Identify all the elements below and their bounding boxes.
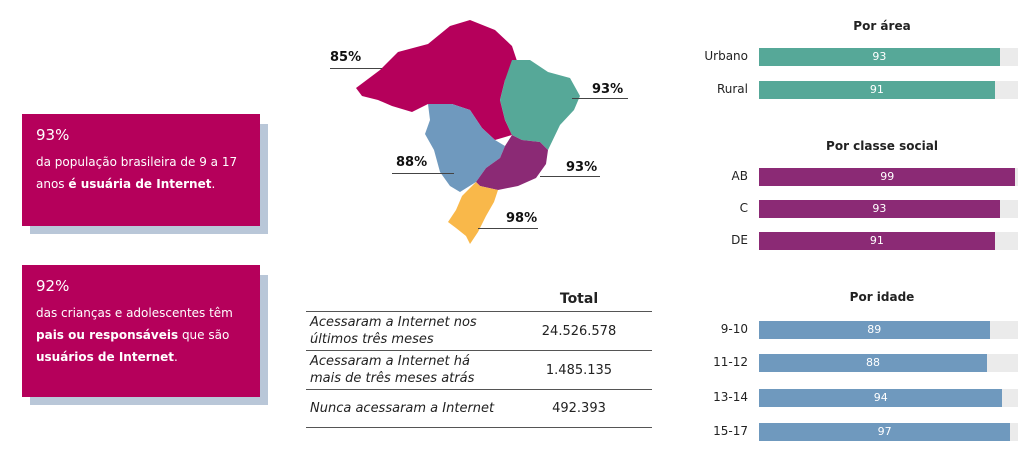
bar-category-label: 15-17 xyxy=(713,424,748,438)
stat-card-parents: 92% das crianças e adolescentes têm pais… xyxy=(22,265,260,397)
table-row: Acessaram a Internet nos últimos três me… xyxy=(306,311,652,351)
table-row: Acessaram a Internet há mais de três mes… xyxy=(306,350,652,390)
map-label-sudeste: 93% xyxy=(566,160,598,175)
bar-row: AB 99 xyxy=(680,168,1020,186)
stat-percent: 92% xyxy=(36,277,70,295)
stat-percent: 93% xyxy=(36,126,70,144)
bar-row: 9-10 89 xyxy=(680,321,1020,339)
map-region-nordeste xyxy=(500,60,580,150)
bar-chart-title: Por área xyxy=(853,19,911,33)
bar-track: 93 xyxy=(759,48,1018,66)
bar-row: Urbano 93 xyxy=(680,48,1020,66)
bar-category-label: 13-14 xyxy=(713,390,748,404)
bar-track: 91 xyxy=(759,81,1018,99)
bar: 91 xyxy=(759,81,995,99)
bar: 97 xyxy=(759,423,1011,441)
map-region-sudeste xyxy=(476,135,548,190)
bar-category-label: DE xyxy=(731,233,748,247)
bar-row: 13-14 94 xyxy=(680,389,1020,407)
table-row-label: Acessaram a Internet há mais de três mes… xyxy=(306,350,506,390)
map-label-sul: 98% xyxy=(506,211,538,226)
bar-track: 88 xyxy=(759,354,1018,372)
map-label-nordeste: 93% xyxy=(592,82,624,97)
bar: 91 xyxy=(759,232,995,250)
bar: 88 xyxy=(759,354,987,372)
bar-category-label: 11-12 xyxy=(713,355,748,369)
bar-chart-title: Por classe social xyxy=(826,139,938,153)
table-row-value: 24.526.578 xyxy=(506,311,652,351)
table-header-total: Total xyxy=(559,291,599,307)
label-leader-line xyxy=(330,68,382,69)
bar-track: 97 xyxy=(759,423,1018,441)
bar-row: DE 91 xyxy=(680,232,1020,250)
table-row: Nunca acessaram a Internet 492.393 xyxy=(306,389,652,428)
bar: 89 xyxy=(759,321,990,339)
bar-category-label: Urbano xyxy=(704,49,748,63)
bar-track: 91 xyxy=(759,232,1018,250)
bar-row: 15-17 97 xyxy=(680,423,1020,441)
totals-table: Total Acessaram a Internet nos últimos t… xyxy=(306,289,652,428)
bar-row: C 93 xyxy=(680,200,1020,218)
bar-track: 89 xyxy=(759,321,1018,339)
bar-category-label: 9-10 xyxy=(720,322,748,336)
bar: 93 xyxy=(759,200,1000,218)
bar-track: 94 xyxy=(759,389,1018,407)
bar-row: 11-12 88 xyxy=(680,354,1020,372)
stat-card-users: 93% da população brasileira de 9 a 17 an… xyxy=(22,114,260,226)
label-leader-line xyxy=(392,173,454,174)
bar-row: Rural 91 xyxy=(680,81,1020,99)
bar-chart-title: Por idade xyxy=(849,290,915,304)
stat-description: da população brasileira de 9 a 17 anos é… xyxy=(36,155,238,191)
bar-track: 99 xyxy=(759,168,1018,186)
label-leader-line xyxy=(540,176,600,177)
map-region-norte xyxy=(356,20,518,140)
bar-category-label: Rural xyxy=(716,82,748,96)
map-region-sul xyxy=(448,182,498,244)
table-row-value: 1.485.135 xyxy=(506,350,652,390)
label-leader-line xyxy=(478,228,538,229)
bar-track: 93 xyxy=(759,200,1018,218)
bar: 93 xyxy=(759,48,1000,66)
table-row-label: Acessaram a Internet nos últimos três me… xyxy=(306,311,506,351)
map-label-centro-oeste: 88% xyxy=(396,155,428,170)
bar-category-label: C xyxy=(739,201,748,215)
bar: 99 xyxy=(759,168,1016,186)
table-header-row: Total xyxy=(306,289,652,312)
map-region-centro-oeste xyxy=(425,104,505,192)
stat-description: das crianças e adolescentes têm pais ou … xyxy=(36,306,233,364)
label-leader-line xyxy=(572,98,628,99)
table-row-label: Nunca acessaram a Internet xyxy=(306,389,506,428)
bar-category-label: AB xyxy=(731,169,748,183)
map-label-norte: 85% xyxy=(330,50,362,65)
bar: 94 xyxy=(759,389,1003,407)
table-row-value: 492.393 xyxy=(506,389,652,428)
